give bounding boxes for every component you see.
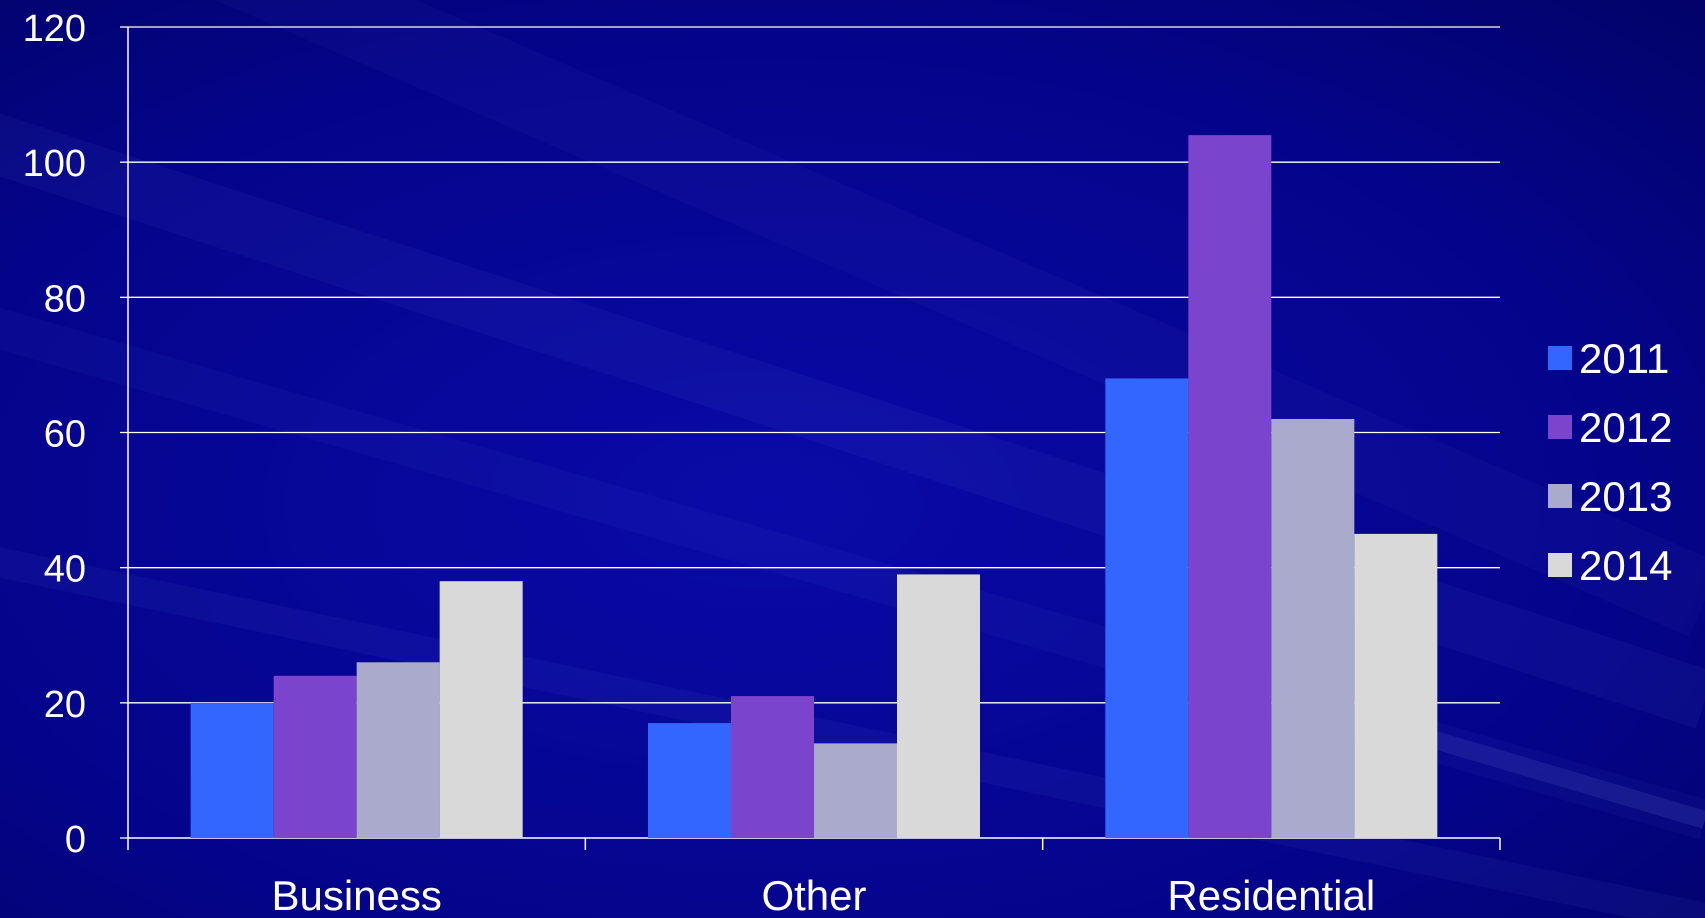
legend-swatch xyxy=(1548,484,1572,508)
y-tick-label: 100 xyxy=(23,143,86,185)
bar-2011-other xyxy=(648,723,731,838)
bar-2012-other xyxy=(731,696,814,838)
bar-2011-business xyxy=(190,702,274,838)
bar-2013-other xyxy=(814,743,897,838)
bar-2012-residential xyxy=(1188,135,1272,839)
bar-2014-business xyxy=(439,581,523,838)
bar-2014-residential xyxy=(1354,533,1438,838)
y-tick-label: 0 xyxy=(65,819,86,861)
legend: 2011 2012 2013 2014 xyxy=(1548,335,1672,589)
legend-item: 2011 xyxy=(1548,335,1669,382)
x-tick-labels: Business Other Residential xyxy=(271,872,1375,918)
y-tick-label: 80 xyxy=(44,278,86,320)
legend-swatch xyxy=(1548,553,1572,577)
legend-item: 2012 xyxy=(1548,404,1672,451)
legend-item: 2014 xyxy=(1548,542,1672,589)
bar-2012-business xyxy=(273,675,357,838)
y-tick-label: 20 xyxy=(44,684,86,726)
legend-label: 2011 xyxy=(1579,335,1669,382)
x-tick-label: Other xyxy=(761,872,866,918)
legend-label: 2014 xyxy=(1579,542,1672,589)
y-tick-label: 40 xyxy=(44,549,86,591)
x-tick-label: Residential xyxy=(1167,872,1375,918)
x-tick-label: Business xyxy=(271,872,441,918)
legend-swatch xyxy=(1548,415,1572,439)
bar-2014-other xyxy=(897,574,980,838)
y-tick-label: 120 xyxy=(23,8,86,50)
legend-label: 2012 xyxy=(1579,404,1672,451)
bar-2013-residential xyxy=(1271,418,1355,838)
bar-2011-residential xyxy=(1105,378,1189,838)
y-tick-labels: 0 20 40 60 80 100 120 xyxy=(23,8,86,861)
legend-item: 2013 xyxy=(1548,473,1672,520)
bar-2013-business xyxy=(356,662,440,838)
y-tick-label: 60 xyxy=(44,414,86,456)
legend-label: 2013 xyxy=(1579,473,1672,520)
background-ray xyxy=(0,547,1705,918)
bars xyxy=(190,135,1438,839)
legend-swatch xyxy=(1548,346,1572,370)
